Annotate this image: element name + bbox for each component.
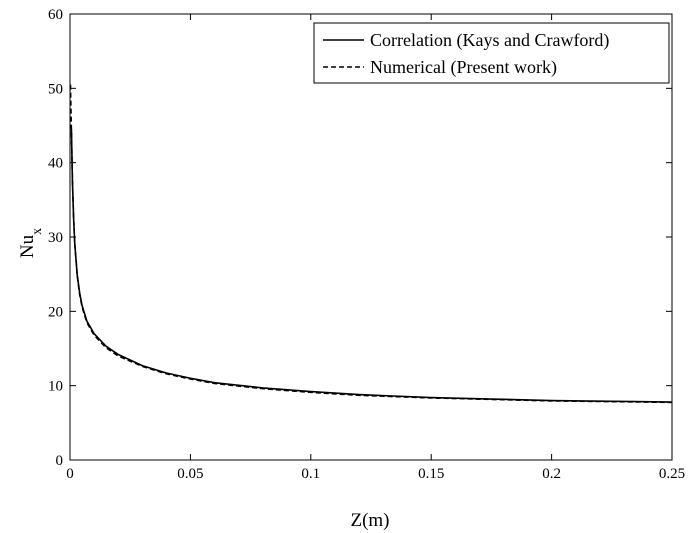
y-tick-label: 0 (56, 453, 64, 469)
x-tick-label: 0 (66, 466, 74, 482)
legend: Correlation (Kays and Crawford) Numerica… (313, 22, 670, 84)
y-tick-label: 50 (48, 81, 63, 97)
series-line-correlation (70, 129, 673, 403)
y-tick-label: 10 (48, 379, 63, 395)
y-axis-title: Nux (17, 228, 45, 258)
x-tick-label: 0.1 (301, 466, 320, 482)
series-line-numerical (69, 84, 673, 404)
x-tick-label: 0.2 (542, 466, 561, 482)
y-tick-label: 20 (48, 304, 63, 320)
plot-area (69, 84, 673, 404)
y-tick-label: 40 (48, 156, 63, 172)
legend-label-correlation: Correlation (Kays and Crawford) (370, 30, 609, 51)
y-axis-title-main: Nu (17, 234, 38, 258)
y-axis-title-subscript: x (30, 228, 45, 235)
x-tick-label: 0.15 (418, 466, 444, 482)
x-tick-label: 0.25 (659, 466, 685, 482)
x-tick-label: 0.05 (177, 466, 203, 482)
legend-label-numerical: Numerical (Present work) (370, 57, 557, 78)
y-tick-label: 30 (48, 230, 63, 246)
axes: 0 0.05 0.1 0.15 0.2 0.25 0 10 20 30 40 50 60 (48, 7, 685, 482)
x-axis-title: Z(m) (350, 510, 389, 531)
y-tick-label: 60 (48, 7, 63, 23)
legend-box (313, 22, 670, 84)
